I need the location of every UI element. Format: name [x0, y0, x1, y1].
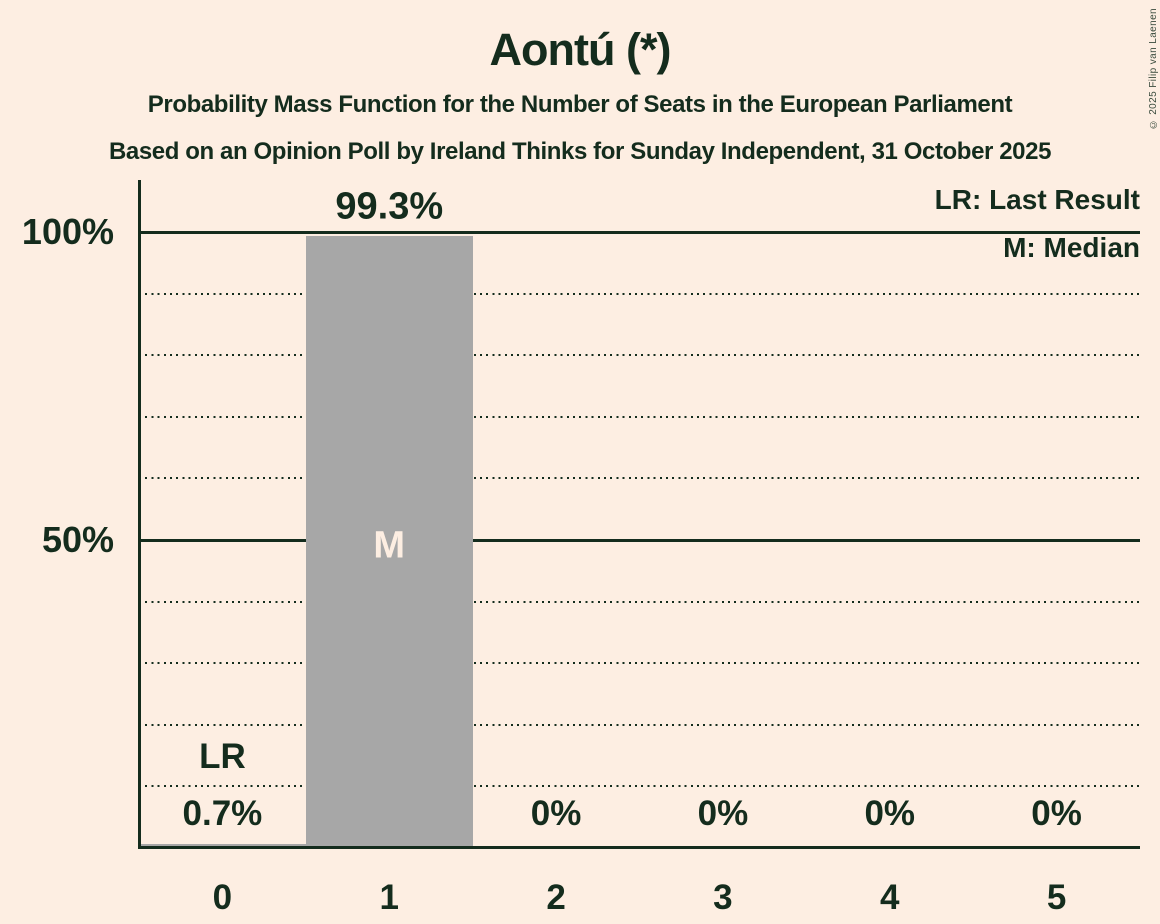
- y-axis-line: [137, 180, 141, 849]
- x-tick-label-2: 2: [546, 878, 566, 917]
- gridline-70pct: [139, 415, 1140, 418]
- bar-seat-0: [139, 843, 306, 848]
- x-tick-label-4: 4: [880, 878, 900, 917]
- chart-subtitle-line1: Probability Mass Function for the Number…: [147, 91, 1013, 118]
- legend-median: M: Median: [1003, 232, 1140, 263]
- last-result-marker: LR: [199, 737, 246, 776]
- legend-last-result: LR: Last Result: [934, 184, 1140, 215]
- chart-subtitle-line2: Based on an Opinion Poll by Ireland Thin…: [108, 138, 1052, 165]
- value-label-seat-2: 0%: [530, 794, 582, 833]
- value-label-seat-5: 0%: [1031, 794, 1082, 833]
- bar-seat-1: [305, 236, 473, 848]
- y-tick-line-50: [139, 538, 1140, 542]
- gridline-90pct: [139, 292, 1140, 295]
- x-tick-label-3: 3: [713, 878, 733, 917]
- x-axis-line: [137, 846, 1140, 849]
- x-tick-label-5: 5: [1046, 878, 1067, 917]
- y-tick-label-50: 50%: [41, 519, 114, 560]
- value-label-seat-1: 99.3%: [335, 185, 444, 228]
- median-marker: M: [373, 524, 406, 567]
- y-tick-label-100: 100%: [21, 211, 114, 252]
- gridline-30pct: [139, 662, 1140, 665]
- gridline-20pct: [139, 723, 1140, 726]
- x-tick-label-1: 1: [379, 878, 399, 917]
- value-label-seat-3: 0%: [697, 794, 749, 833]
- chart-title: Aontú (*): [489, 24, 672, 75]
- gridline-10pct: [139, 785, 1140, 788]
- gridline-60pct: [139, 477, 1140, 480]
- value-label-seat-4: 0%: [864, 794, 916, 833]
- y-tick-line-100: [139, 230, 1140, 234]
- x-tick-label-0: 0: [212, 878, 233, 917]
- gridline-40pct: [139, 600, 1140, 603]
- gridline-80pct: [139, 354, 1140, 357]
- value-label-seat-0: 0.7%: [182, 794, 263, 833]
